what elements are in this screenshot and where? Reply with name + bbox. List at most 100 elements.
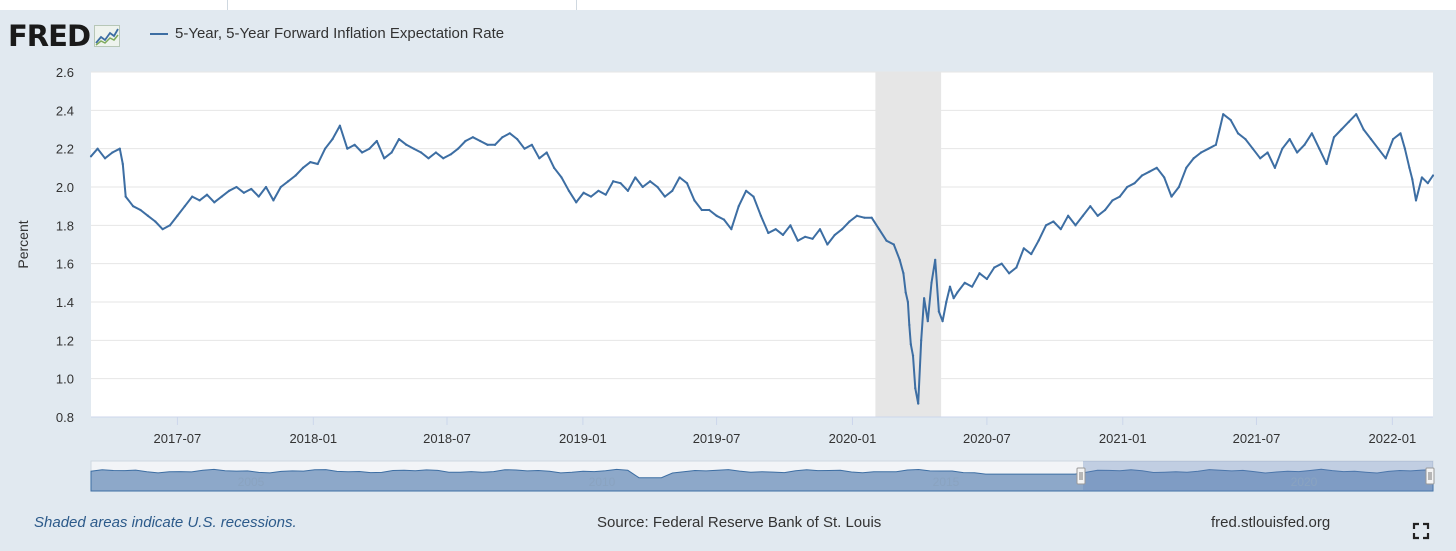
data-point — [774, 228, 777, 231]
data-point — [183, 205, 186, 208]
data-point — [1296, 151, 1299, 154]
x-tick-label: 2019-07 — [693, 431, 741, 446]
data-point — [914, 387, 917, 390]
data-point — [560, 176, 563, 179]
data-point — [1163, 176, 1166, 179]
data-point — [937, 310, 940, 313]
data-point — [471, 136, 474, 139]
data-point — [789, 224, 792, 227]
data-point — [1214, 143, 1217, 146]
chart-legend: 5-Year, 5-Year Forward Inflation Expecta… — [150, 25, 504, 42]
fred-logo[interactable]: FRED — [8, 18, 91, 53]
data-point — [663, 195, 666, 198]
x-tick-label: 2021-01 — [1099, 431, 1147, 446]
data-point — [139, 208, 142, 212]
source-note: Source: Federal Reserve Bank of St. Loui… — [597, 514, 882, 531]
data-point — [235, 185, 238, 189]
fred-header: FRED — [8, 18, 121, 53]
data-point — [730, 228, 733, 231]
data-point — [811, 237, 814, 240]
y-tick-label: 1.6 — [56, 257, 74, 272]
data-point — [1081, 214, 1085, 217]
data-point — [501, 136, 504, 139]
data-point — [1192, 157, 1195, 160]
x-tick-label: 2018-01 — [289, 431, 337, 446]
y-tick-label: 2.0 — [56, 180, 74, 195]
data-point — [264, 185, 268, 189]
navigator-series-area — [90, 468, 1434, 492]
y-tick-label: 1.0 — [56, 372, 74, 387]
y-tick-label: 2.6 — [56, 65, 74, 80]
data-point — [1103, 208, 1107, 212]
data-point — [1126, 185, 1129, 189]
data-point — [1347, 120, 1350, 123]
data-point — [1318, 147, 1321, 150]
data-point — [752, 195, 755, 198]
data-point — [1044, 224, 1048, 227]
data-point — [1118, 195, 1121, 198]
data-point — [963, 281, 966, 284]
data-point — [934, 258, 937, 261]
data-point — [1288, 137, 1291, 141]
data-point — [449, 153, 452, 156]
data-point — [985, 277, 988, 281]
data-point — [567, 189, 570, 192]
y-tick-label: 1.2 — [56, 333, 74, 348]
data-point — [945, 300, 948, 304]
legend-series-swatch — [150, 32, 168, 35]
x-tick-label: 2022-01 — [1369, 431, 1417, 446]
data-point — [1177, 185, 1181, 189]
data-point — [168, 224, 172, 227]
data-point — [390, 151, 393, 154]
data-point — [1222, 113, 1225, 116]
expand-icon[interactable] — [1412, 522, 1430, 540]
drag-handle-icon[interactable] — [1076, 467, 1086, 485]
data-point — [612, 180, 615, 183]
data-point — [1207, 147, 1210, 150]
data-point — [1030, 252, 1033, 256]
drag-handle-icon[interactable] — [1425, 467, 1435, 485]
x-tick-label: 2021-07 — [1233, 431, 1281, 446]
x-tick-label: 2018-07 — [423, 431, 471, 446]
data-point — [906, 300, 909, 304]
data-point — [228, 189, 231, 192]
data-point — [826, 243, 829, 246]
data-point — [205, 193, 209, 196]
data-point — [634, 176, 637, 179]
data-point — [700, 208, 703, 212]
data-point — [1420, 176, 1424, 179]
data-point — [781, 233, 785, 237]
data-point — [272, 199, 275, 202]
data-point — [1251, 147, 1254, 150]
data-point — [1259, 157, 1262, 160]
tab-divider — [576, 0, 577, 10]
data-point — [1199, 151, 1203, 154]
data-point — [656, 185, 659, 189]
data-point — [948, 285, 952, 288]
site-link[interactable]: fred.stlouisfed.org — [1211, 514, 1331, 531]
data-point — [118, 147, 121, 150]
data-point — [287, 180, 290, 183]
data-point — [604, 193, 607, 196]
data-point — [405, 143, 408, 146]
y-tick-label: 1.8 — [56, 218, 74, 233]
data-point — [1052, 220, 1055, 223]
data-point — [767, 231, 770, 235]
data-point — [176, 214, 179, 217]
data-point — [1015, 266, 1018, 269]
data-point — [841, 228, 844, 231]
data-point — [420, 151, 423, 154]
data-point — [294, 174, 297, 177]
data-point — [870, 216, 873, 219]
data-point — [397, 137, 401, 141]
data-point — [1310, 132, 1313, 135]
data-point — [1037, 239, 1040, 242]
data-point — [1340, 128, 1343, 131]
data-point — [649, 180, 652, 183]
data-point — [1266, 151, 1269, 154]
data-point — [464, 139, 467, 143]
chart-area: 0.8 1.0 1.2 1.4 1.6 1.8 2.0 2.2 2.4 2.6 Percent 201… — [15, 65, 1435, 492]
data-point — [213, 201, 216, 204]
data-point — [1059, 228, 1062, 231]
data-point — [641, 185, 644, 189]
